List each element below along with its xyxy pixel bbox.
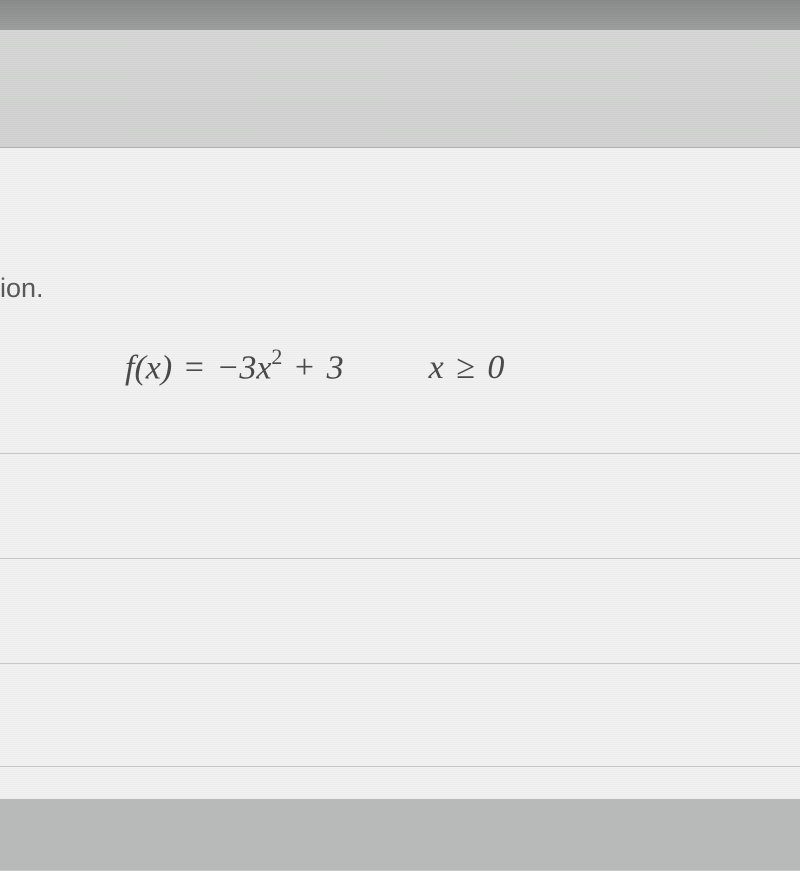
constraint-variable: x — [429, 349, 444, 386]
constant-term: 3 — [327, 349, 344, 386]
coefficient: −3 — [216, 349, 256, 386]
domain-constraint: x ≥ 0 — [429, 349, 505, 387]
rule-line — [0, 453, 800, 454]
toolbar-band — [0, 30, 800, 148]
exponent: 2 — [271, 344, 282, 369]
prompt-text-fragment: ion. — [0, 273, 44, 304]
plus-sign: + — [286, 349, 322, 386]
geq-sign: ≥ — [448, 349, 484, 386]
equation-row: f(x) = −3x2 + 3 x ≥ 0 — [0, 346, 800, 387]
rule-line — [0, 766, 800, 767]
equals-sign: = — [176, 349, 212, 386]
window-chrome-dark — [0, 0, 800, 30]
function-lhs: f(x) — [125, 349, 172, 386]
constraint-value: 0 — [487, 349, 504, 386]
variable-x: x — [256, 349, 271, 386]
function-definition: f(x) = −3x2 + 3 — [125, 346, 344, 387]
rule-line — [0, 558, 800, 559]
rule-line — [0, 663, 800, 664]
document-content-area: ion. f(x) = −3x2 + 3 x ≥ 0 — [0, 148, 800, 799]
